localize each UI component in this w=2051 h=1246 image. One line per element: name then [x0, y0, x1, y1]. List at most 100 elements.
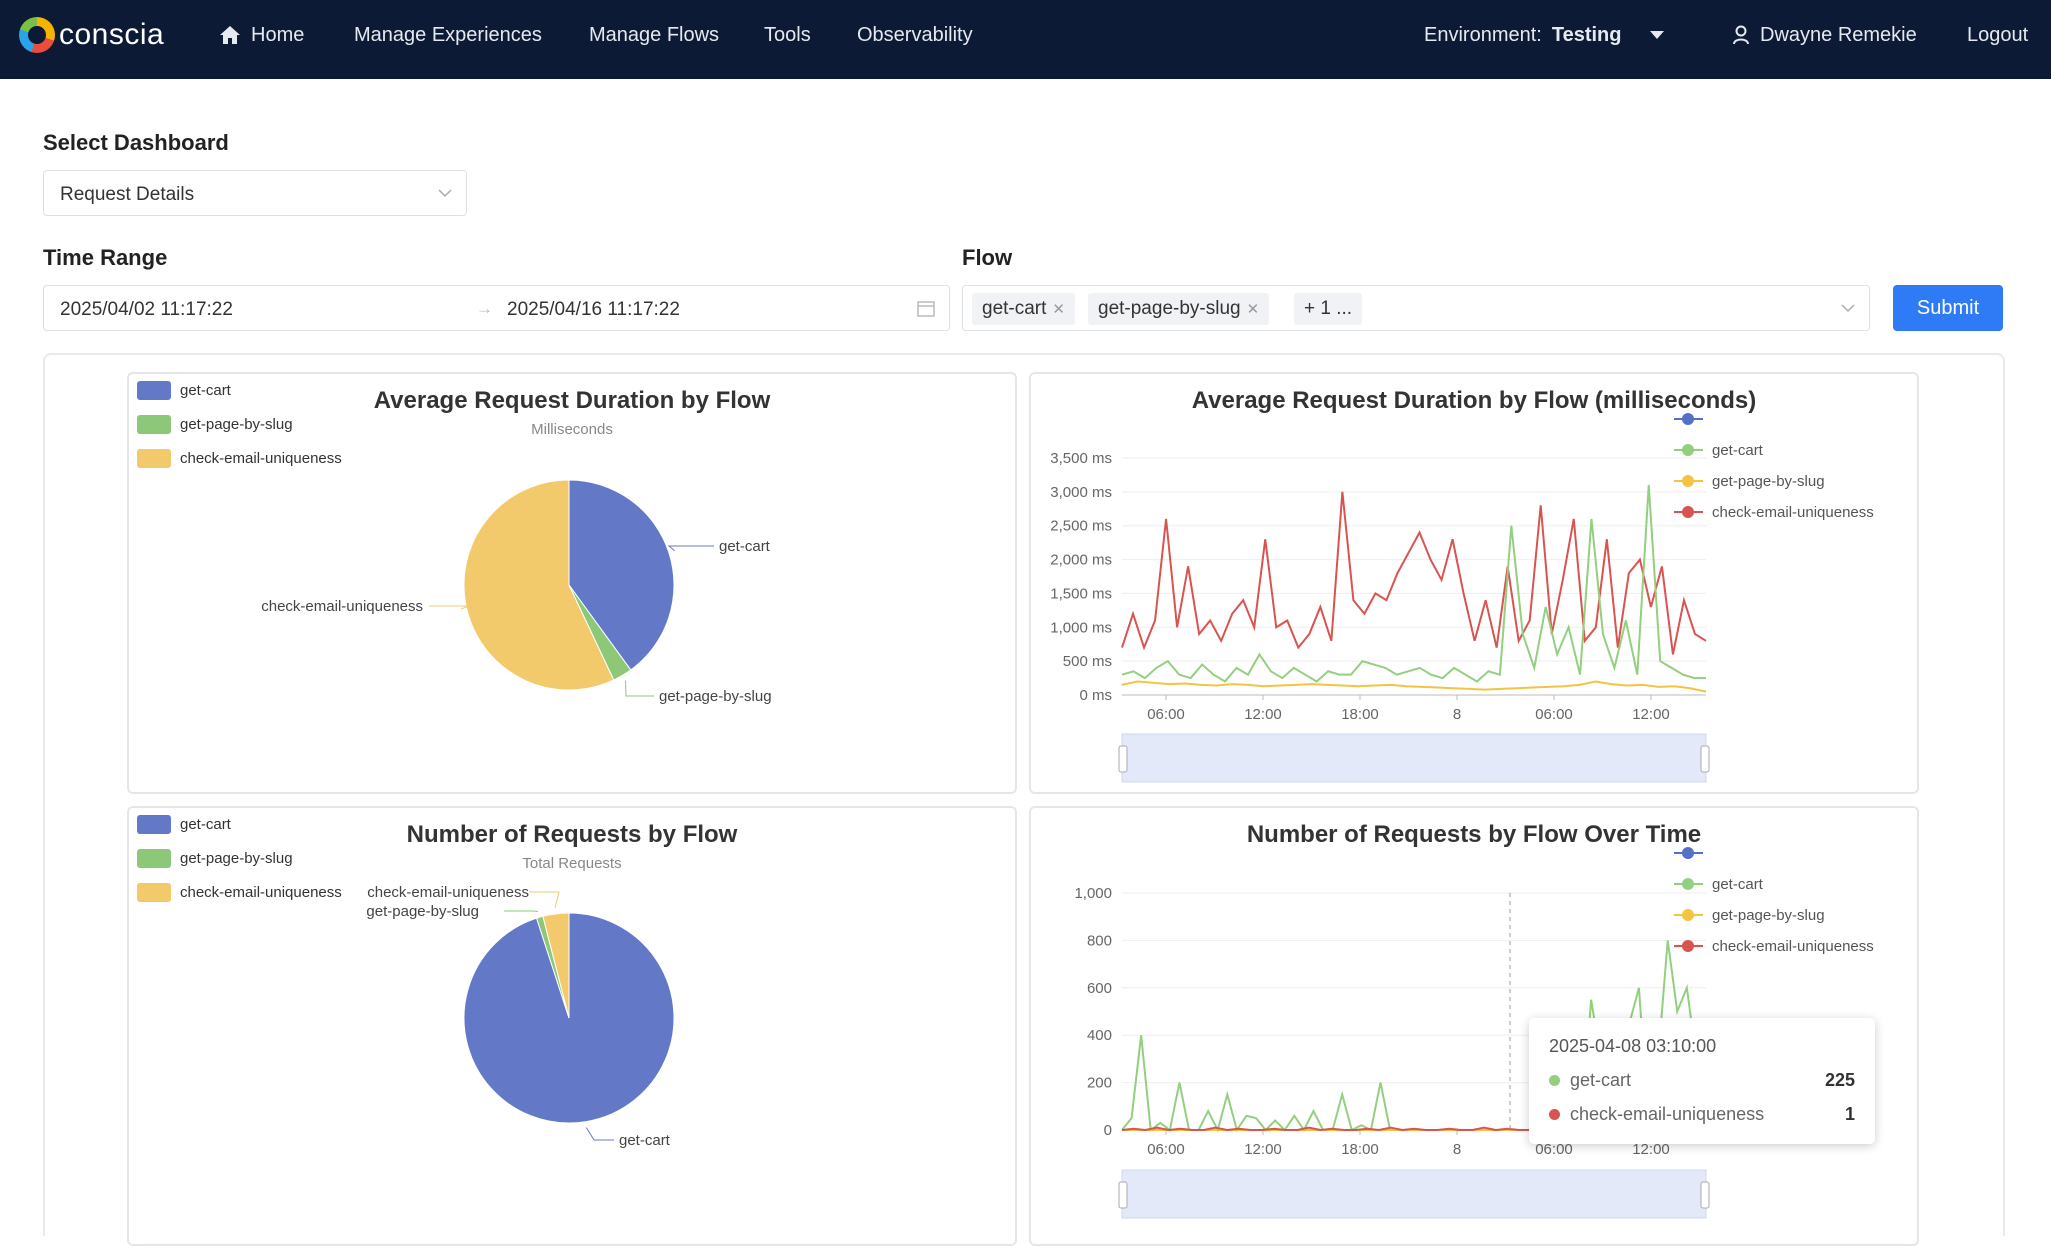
select-dashboard-label: Select Dashboard	[43, 130, 229, 156]
legend-label: get-cart	[1712, 442, 1764, 459]
x-tick-label: 12:00	[1244, 1141, 1282, 1158]
y-tick-label: 1,000	[1074, 885, 1112, 902]
panel-requests-line: Number of Requests by Flow Over Time 1,0…	[1029, 806, 1919, 1246]
nav-observability[interactable]: Observability	[857, 0, 973, 70]
series-line-check-email-uniqueness	[1122, 492, 1706, 655]
x-tick-label: 06:00	[1535, 706, 1573, 723]
panel-avg-duration-line: Average Request Duration by Flow (millis…	[1029, 372, 1919, 794]
time-end-input[interactable]: 2025/04/16 11:17:22	[507, 299, 680, 321]
time-range-picker[interactable]: 2025/04/02 11:17:22 → 2025/04/16 11:17:2…	[43, 285, 950, 331]
data-zoom-handle-left	[1119, 746, 1127, 772]
submit-button[interactable]: Submit	[1893, 285, 2003, 331]
user-name: Dwayne Remekie	[1760, 0, 1917, 70]
dashboard-select-value: Request Details	[60, 184, 194, 206]
data-zoom-handle-left	[1119, 1182, 1127, 1208]
calendar-icon	[917, 299, 935, 317]
environment-value: Testing	[1552, 0, 1622, 70]
legend-label: get-cart	[1712, 876, 1764, 893]
chart-tooltip: 2025-04-08 03:10:00 get-cart 225 check-e…	[1529, 1018, 1875, 1144]
close-icon[interactable]: ✕	[1247, 301, 1260, 318]
y-tick-label: 400	[1087, 1027, 1112, 1044]
logo-icon	[19, 17, 55, 53]
legend-label: get-page-by-slug	[1712, 907, 1825, 924]
legend-dot	[1682, 940, 1694, 952]
series-line-get-cart	[1122, 485, 1706, 681]
line-chart-avg-duration: 3,500 ms 3,000 ms 2,500 ms 2,000 ms 1,500 ms…	[1031, 374, 1917, 792]
dashboard-select[interactable]: Request Details	[43, 170, 467, 216]
y-tick-label: 2,500 ms	[1050, 518, 1112, 535]
pie-label: get-cart	[619, 1132, 671, 1149]
nav-home[interactable]: Home	[219, 0, 304, 70]
flow-tag-get-page-by-slug[interactable]: get-page-by-slug ✕	[1088, 293, 1269, 325]
conscia-logo[interactable]: conscia	[19, 17, 164, 53]
y-tick-label: 600	[1087, 980, 1112, 997]
legend-dot	[1682, 506, 1694, 518]
data-zoom-slider	[1122, 734, 1706, 782]
data-zoom-handle-right	[1701, 746, 1709, 772]
y-tick-label: 500 ms	[1063, 653, 1112, 670]
tooltip-series-value: 1	[1845, 1104, 1855, 1125]
pie-label-line	[529, 892, 559, 908]
pie-label-line	[586, 1128, 614, 1140]
data-zoom-handle-right	[1701, 1182, 1709, 1208]
pie-label-line	[429, 606, 469, 609]
legend-dot	[1682, 878, 1694, 890]
tooltip-series-name: check-email-uniqueness	[1570, 1104, 1845, 1125]
legend-dot	[1682, 909, 1694, 921]
close-icon[interactable]: ✕	[1052, 301, 1065, 318]
data-zoom-slider	[1122, 1170, 1706, 1218]
home-icon	[219, 25, 241, 45]
series-dot	[1549, 1109, 1560, 1120]
nav-manage-experiences[interactable]: Manage Experiences	[354, 0, 542, 70]
y-tick-label: 0 ms	[1079, 687, 1112, 704]
flow-tag-get-cart[interactable]: get-cart ✕	[972, 293, 1075, 325]
environment-label: Environment:	[1424, 0, 1542, 70]
user-menu[interactable]: Dwayne Remekie	[1732, 0, 1917, 70]
x-tick-label: 12:00	[1244, 706, 1282, 723]
flow-tag-label: get-page-by-slug	[1098, 298, 1241, 319]
legend-label: check-email-uniqueness	[1712, 504, 1874, 521]
time-range-label: Time Range	[43, 245, 167, 271]
tooltip-time: 2025-04-08 03:10:00	[1549, 1036, 1716, 1057]
legend-label: check-email-uniqueness	[1712, 938, 1874, 955]
pie-label: get-page-by-slug	[366, 903, 479, 920]
y-tick-label: 200	[1087, 1075, 1112, 1092]
flow-tag-label: get-cart	[982, 298, 1046, 319]
x-tick-label: 18:00	[1341, 706, 1379, 723]
y-tick-label: 1,000 ms	[1050, 619, 1112, 636]
legend-dot	[1682, 413, 1694, 425]
caret-down-icon	[1649, 30, 1665, 40]
legend-dot	[1682, 444, 1694, 456]
time-separator-arrow: →	[476, 299, 493, 319]
environment-selector[interactable]: Environment: Testing	[1424, 0, 1665, 70]
logout-link[interactable]: Logout	[1967, 0, 2028, 70]
x-tick-label: 06:00	[1147, 706, 1185, 723]
x-tick-label: 06:00	[1147, 1141, 1185, 1158]
brand-name: conscia	[59, 18, 164, 52]
tooltip-series-name: get-cart	[1570, 1070, 1825, 1091]
time-start-input[interactable]: 2025/04/02 11:17:22	[60, 299, 233, 321]
nav-tools[interactable]: Tools	[764, 0, 811, 70]
pie-label: get-page-by-slug	[659, 688, 772, 705]
nav-manage-flows[interactable]: Manage Flows	[589, 0, 719, 70]
y-tick-label: 3,000 ms	[1050, 484, 1112, 501]
tooltip-row: check-email-uniqueness 1	[1549, 1104, 1855, 1125]
y-tick-label: 1,500 ms	[1050, 585, 1112, 602]
user-icon	[1732, 25, 1750, 45]
chevron-down-icon	[438, 189, 452, 198]
chevron-down-icon	[1841, 304, 1855, 313]
x-tick-label: 8	[1453, 1141, 1461, 1158]
y-tick-label: 0	[1104, 1122, 1112, 1139]
flow-tag-more[interactable]: + 1 ...	[1294, 293, 1362, 325]
pie-chart-requests: get-cartget-page-by-slugcheck-email-uniq…	[129, 808, 1015, 1244]
y-tick-label: 3,500 ms	[1050, 450, 1112, 467]
tooltip-series-value: 225	[1825, 1070, 1855, 1091]
y-tick-label: 800	[1087, 932, 1112, 949]
pie-label: get-cart	[719, 538, 771, 555]
x-tick-label: 18:00	[1341, 1141, 1379, 1158]
series-dot	[1549, 1075, 1560, 1086]
y-tick-label: 2,000 ms	[1050, 552, 1112, 569]
x-tick-label: 12:00	[1632, 706, 1670, 723]
flow-multiselect[interactable]: get-cart ✕ get-page-by-slug ✕ + 1 ...	[962, 285, 1870, 331]
pie-chart-avg-duration: get-cartget-page-by-slugcheck-email-uniq…	[129, 374, 1015, 792]
